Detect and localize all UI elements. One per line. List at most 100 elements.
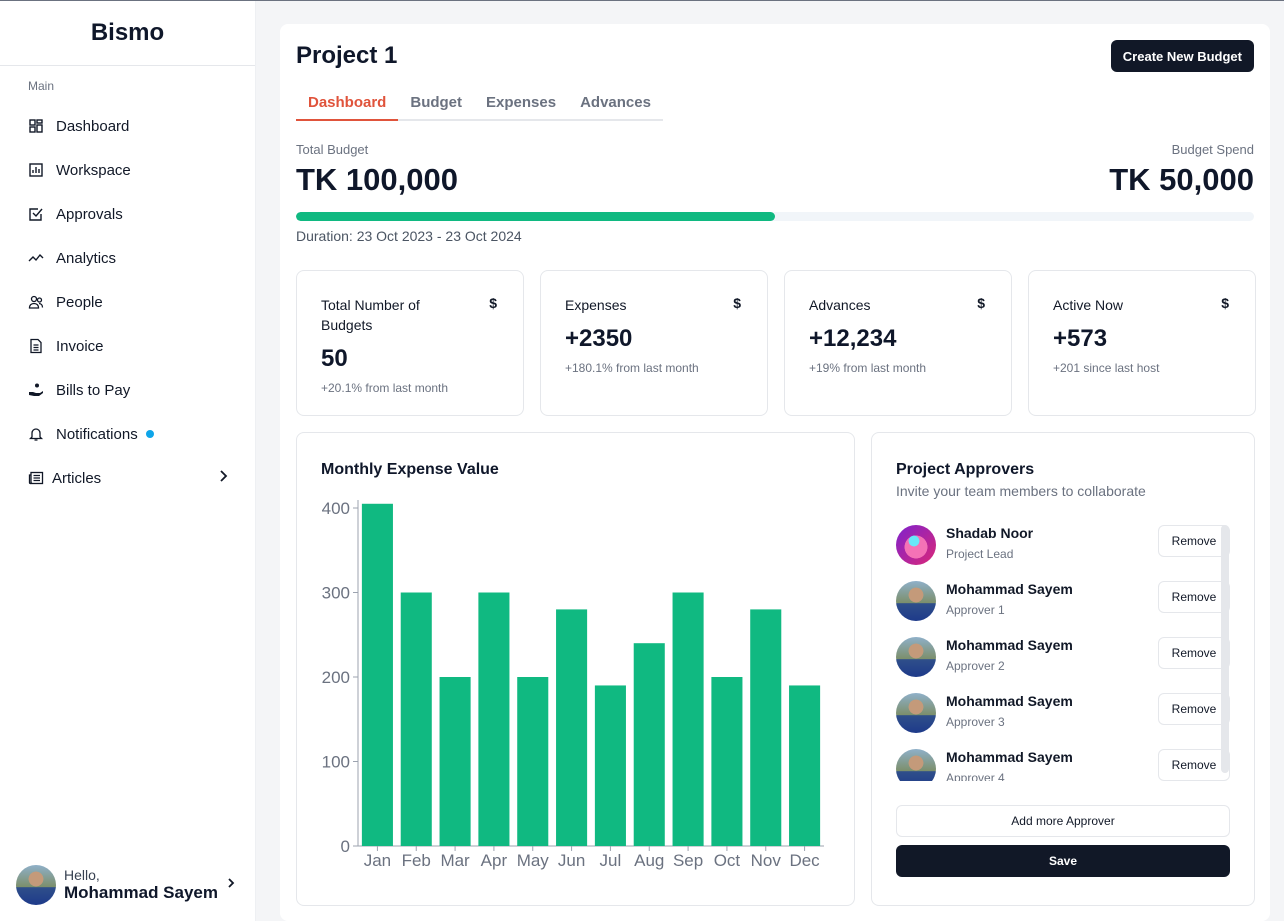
sidebar-item-label: Dashboard xyxy=(56,117,130,135)
y-tick-label: 400 xyxy=(322,499,350,518)
avatar xyxy=(896,525,936,565)
sidebar-item-label: Invoice xyxy=(56,337,104,355)
bar-nov xyxy=(750,609,782,846)
stat-note: +20.1% from last month xyxy=(321,381,449,395)
add-approver-button[interactable]: Add more Approver xyxy=(896,805,1230,837)
x-tick-label: Nov xyxy=(751,851,782,870)
bar-jan xyxy=(361,503,393,846)
chart-title: Monthly Expense Value xyxy=(321,461,499,478)
monthly-expense-chart-card: 0 100 200 300 400 Jan Feb Mar Apr May Jun Jul Aug Sep… xyxy=(296,432,855,906)
sidebar-item-approvals[interactable]: Approvals xyxy=(20,192,236,236)
avatar xyxy=(896,693,936,733)
bar-feb xyxy=(400,592,432,846)
total-budget-value: TK 100,000 xyxy=(296,162,458,197)
stat-value: +2350 xyxy=(565,325,633,352)
document-icon xyxy=(28,338,44,354)
avatar xyxy=(896,581,936,621)
stats-row: Total Number of Budgets $ 50 +20.1% from… xyxy=(296,270,1256,416)
tab-expenses[interactable]: Expenses xyxy=(486,94,557,111)
create-new-budget-button[interactable]: Create New Budget xyxy=(1110,40,1254,72)
approver-info: Mohammad Sayem Approver 2 xyxy=(946,637,1073,673)
y-tick-label: 0 xyxy=(341,837,350,856)
stat-note: +201 since last host xyxy=(1053,361,1160,375)
bar-jul xyxy=(594,685,626,846)
user-text: Hello, Mohammad Sayem xyxy=(64,867,218,903)
tab-budget[interactable]: Budget xyxy=(410,94,463,111)
remove-approver-button[interactable]: Remove xyxy=(1158,693,1230,725)
approver-row: Shadab Noor Project Lead Remove xyxy=(896,523,1230,579)
sidebar-item-label: Bills to Pay xyxy=(56,381,131,399)
brand-logo[interactable]: Bismo xyxy=(0,1,255,66)
remove-approver-button[interactable]: Remove xyxy=(1158,749,1230,781)
bar-oct xyxy=(711,677,743,846)
hand-coin-icon xyxy=(28,382,44,398)
sidebar: Bismo Main Dashboard Workspace Approvals… xyxy=(0,1,256,921)
bell-icon xyxy=(28,426,44,442)
approvers-list[interactable]: Shadab Noor Project Lead Remove Mohammad… xyxy=(896,523,1230,781)
approvers-scrollbar[interactable] xyxy=(1221,525,1229,773)
budget-spend-label: Budget Spend xyxy=(1171,142,1254,157)
sidebar-item-people[interactable]: People xyxy=(20,280,236,324)
dashboard-icon xyxy=(28,118,44,134)
budget-spend-value: TK 50,000 xyxy=(1109,162,1254,197)
stat-card-expenses: Expenses $ +2350 +180.1% from last month xyxy=(540,270,768,416)
y-tick-label: 300 xyxy=(322,584,350,603)
x-tick-label: Jan xyxy=(364,851,391,870)
sidebar-nav: Dashboard Workspace Approvals Analytics … xyxy=(20,104,236,500)
sidebar-item-bills-to-pay[interactable]: Bills to Pay xyxy=(20,368,236,412)
stat-value: +573 xyxy=(1053,325,1108,352)
sidebar-item-articles[interactable]: Articles xyxy=(20,456,236,500)
x-tick-label: Mar xyxy=(440,851,470,870)
sidebar-item-label: Articles xyxy=(52,469,102,487)
budget-duration: Duration: 23 Oct 2023 - 23 Oct 2024 xyxy=(296,228,522,244)
sidebar-item-analytics[interactable]: Analytics xyxy=(20,236,236,280)
newspaper-icon xyxy=(28,470,44,486)
remove-approver-button[interactable]: Remove xyxy=(1158,637,1230,669)
sidebar-item-label: Workspace xyxy=(56,161,131,179)
tab-dashboard[interactable]: Dashboard xyxy=(296,92,399,121)
sidebar-item-label: People xyxy=(56,293,103,311)
remove-approver-button[interactable]: Remove xyxy=(1158,581,1230,613)
sidebar-item-dashboard[interactable]: Dashboard xyxy=(20,104,236,148)
sidebar-item-label: Notifications xyxy=(56,425,138,443)
bar-jun xyxy=(556,609,588,846)
budget-progress-bar xyxy=(296,212,1254,221)
budget-progress-fill xyxy=(296,212,775,221)
remove-approver-button[interactable]: Remove xyxy=(1158,525,1230,557)
bar-apr xyxy=(478,592,510,846)
approver-role: Approver 4 xyxy=(946,771,1005,781)
sidebar-section-label: Main xyxy=(28,79,55,93)
x-tick-label: Aug xyxy=(634,851,664,870)
sidebar-item-workspace[interactable]: Workspace xyxy=(20,148,236,192)
user-profile[interactable]: Hello, Mohammad Sayem xyxy=(16,863,240,907)
bar-sep xyxy=(672,592,704,846)
avatar xyxy=(896,749,936,781)
stat-card-total-budgets: Total Number of Budgets $ 50 +20.1% from… xyxy=(296,270,524,416)
x-tick-label: Jul xyxy=(600,851,622,870)
avatar xyxy=(896,637,936,677)
x-tick-label: Dec xyxy=(789,851,820,870)
sidebar-item-label: Analytics xyxy=(56,249,117,267)
y-tick-label: 100 xyxy=(322,753,350,772)
stat-title: Advances xyxy=(809,297,871,313)
sidebar-item-notifications[interactable]: Notifications xyxy=(20,412,236,456)
user-name: Mohammad Sayem xyxy=(64,883,218,902)
save-button[interactable]: Save xyxy=(896,845,1230,877)
stat-card-advances: Advances $ +12,234 +19% from last month xyxy=(784,270,1012,416)
chevron-right-icon[interactable] xyxy=(218,469,228,487)
users-icon xyxy=(28,294,44,310)
x-tick-label: Jun xyxy=(558,851,585,870)
tab-advances[interactable]: Advances xyxy=(580,94,651,111)
chevron-right-icon[interactable] xyxy=(226,876,236,895)
approver-row: Mohammad Sayem Approver 4 Remove xyxy=(896,747,1230,781)
stat-card-active-now: Active Now $ +573 +201 since last host xyxy=(1028,270,1256,416)
approver-name: Shadab Noor xyxy=(946,525,1034,541)
approver-name: Mohammad Sayem xyxy=(946,581,1073,597)
dollar-icon: $ xyxy=(1221,295,1229,311)
dollar-icon: $ xyxy=(733,295,741,311)
bar-dec xyxy=(789,685,821,846)
approver-role: Approver 1 xyxy=(946,603,1005,617)
bar-chart-icon xyxy=(28,162,44,178)
sidebar-item-invoice[interactable]: Invoice xyxy=(20,324,236,368)
approvers-title: Project Approvers xyxy=(896,461,1035,478)
